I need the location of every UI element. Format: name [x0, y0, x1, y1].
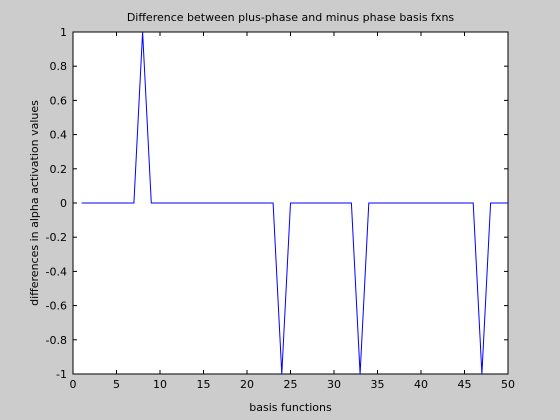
x-tick-label: 40 — [414, 378, 428, 391]
x-tick-label: 30 — [327, 378, 341, 391]
x-tick-label: 5 — [113, 378, 120, 391]
x-tick-label: 0 — [70, 378, 77, 391]
y-tick-label: -0.4 — [46, 265, 67, 278]
x-tick-label: 25 — [284, 378, 298, 391]
y-tick-label: 0.6 — [50, 94, 68, 107]
x-axis-label: basis functions — [249, 401, 332, 414]
y-tick-label: -0.8 — [46, 334, 67, 347]
x-tick-label: 50 — [501, 378, 515, 391]
series-layer — [81, 31, 508, 375]
y-tick-label: 0 — [60, 197, 67, 210]
y-tick-label: 0.2 — [50, 163, 68, 176]
ticks: 0 5 10 15 20 25 30 35 40 45 50 1 0.8 0.6 0.4 0.2 0 -0.2 -0… — [46, 26, 515, 391]
y-tick-label: -0.6 — [46, 300, 67, 313]
y-tick-label: -0.2 — [46, 231, 67, 244]
y-tick-label: -1 — [56, 368, 67, 381]
x-tick-label: 15 — [197, 378, 211, 391]
chart-title: Difference between plus-phase and minus … — [127, 11, 455, 24]
x-tick-label: 35 — [371, 378, 385, 391]
y-tick-label: 0.8 — [50, 60, 68, 73]
x-tick-label: 20 — [240, 378, 254, 391]
y-axis-label: differences in alpha activation values — [28, 100, 41, 306]
y-tick-label: 1 — [60, 26, 67, 39]
y-tick-label: 0.4 — [50, 129, 68, 142]
x-tick-label: 10 — [153, 378, 167, 391]
series-line — [81, 31, 508, 375]
x-tick-label: 45 — [458, 378, 472, 391]
